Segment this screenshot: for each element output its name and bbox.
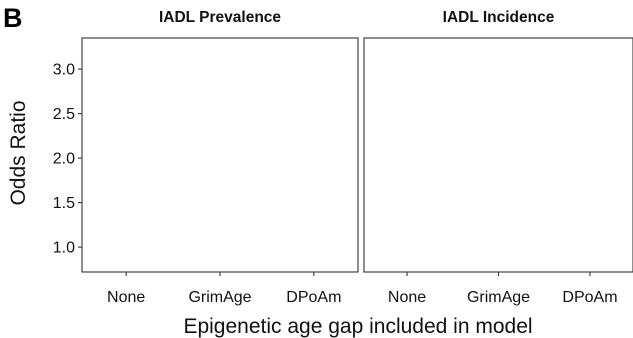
y-tick-label: 1.5 [53, 195, 75, 212]
panel-border [81, 37, 359, 273]
x-tick-label: None [107, 289, 145, 306]
panel-2: IADL Incidence None GrimAge DPoAm [363, 9, 633, 306]
panel-title: IADL Prevalence [159, 9, 281, 26]
x-tick-label: None [388, 289, 426, 306]
x-tick-label: DPoAm [286, 289, 341, 306]
panel-1: IADL Prevalence None GrimAge DPoAm [81, 9, 359, 306]
x-tick-label: GrimAge [188, 289, 251, 306]
figure-tag: B [3, 3, 23, 33]
y-axis-title: Odds Ratio [7, 100, 30, 205]
x-axis-title: Epigenetic age gap included in model [183, 315, 532, 338]
y-tick-label: 2.5 [53, 106, 75, 123]
y-tick-label: 1.0 [53, 240, 75, 257]
x-tick-label: DPoAm [562, 289, 617, 306]
y-tick-label: 3.0 [53, 62, 75, 79]
y-tick-label: 2.0 [53, 151, 75, 168]
y-axis: 1.0 1.5 2.0 2.5 3.0 [53, 62, 82, 257]
panel-border [363, 37, 633, 273]
panel-title: IADL Incidence [443, 9, 555, 26]
x-tick-label: GrimAge [467, 289, 530, 306]
